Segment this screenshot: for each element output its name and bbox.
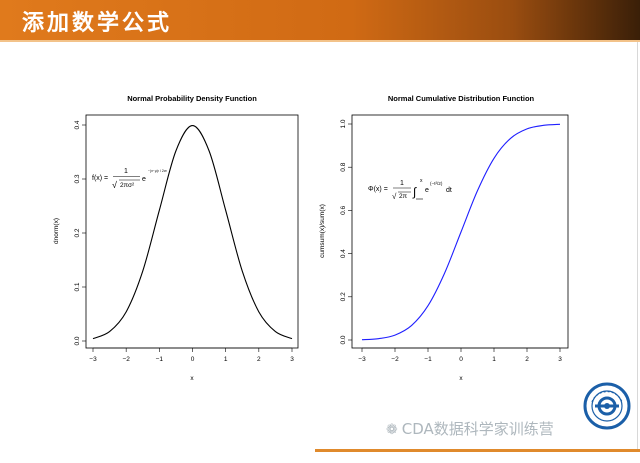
header-underline [0, 40, 640, 42]
y-tick-label: 0.2 [74, 228, 81, 237]
x-tick-label: 1 [224, 356, 228, 363]
formula-denominator: 2πσ² [120, 182, 135, 189]
x-tick-label: 1 [492, 356, 496, 363]
y-axis: 0.0 0.2 0.4 0.6 0.8 1.0 [340, 119, 352, 345]
x-tick-label: −3 [89, 356, 97, 363]
formula-exponent: −(x−μ)² / 2σ² [148, 169, 168, 173]
y-tick-label: 0.0 [340, 335, 347, 344]
chart-title: Normal Cumulative Distribution Function [388, 94, 535, 103]
x-tick-label: −3 [358, 356, 366, 363]
slide-body [0, 42, 640, 452]
sqrt-icon: √ [112, 180, 117, 190]
plot-frame [85, 114, 299, 349]
formula-numerator: 1 [400, 180, 404, 187]
y-tick-label: 0.4 [74, 120, 81, 129]
wechat-icon: ❁ [386, 422, 398, 438]
cdf-curve [361, 123, 561, 341]
x-tick-label: −2 [122, 356, 130, 363]
x-axis: −3 −2 −1 0 1 2 3 [358, 347, 562, 363]
x-tick-label: −1 [424, 356, 432, 363]
watermark: ❁ CDA数据科学家训练营 [386, 418, 554, 439]
x-tick-label: 3 [558, 356, 562, 363]
x-tick-label: −2 [391, 356, 399, 363]
y-tick-label: 0.2 [340, 292, 347, 301]
formula-exponent: (−t²/2) [430, 181, 443, 186]
slide-title: 添加数学公式 [22, 10, 173, 36]
sqrt-icon: √ [392, 192, 397, 201]
formula-exp-base: e [142, 176, 146, 183]
x-tick-label: 2 [525, 356, 529, 363]
chart-title: Normal Probability Density Function [127, 94, 257, 103]
y-tick-label: 1.0 [340, 119, 347, 128]
x-axis: −3 −2 −1 0 1 2 3 [89, 347, 294, 363]
y-tick-label: 0.6 [340, 206, 347, 215]
pdf-formula: f(x) = 1 √ 2πσ² e −(x−μ)² / 2σ² [92, 168, 168, 190]
formula-differential: dt [446, 187, 452, 194]
institution-seal-logo [583, 382, 631, 430]
pdf-chart: Normal Probability Density Function −3 −2… [53, 94, 299, 382]
y-tick-label: 0.8 [340, 162, 347, 171]
x-tick-label: 0 [191, 356, 195, 363]
formula-integrand: e [425, 187, 429, 194]
watermark-text: CDA数据科学家训练营 [401, 420, 554, 438]
x-tick-label: 2 [257, 356, 261, 363]
y-tick-label: 0.1 [74, 282, 81, 291]
slide-header: 添加数学公式 [0, 0, 640, 42]
x-axis-label: x [459, 375, 463, 382]
y-tick-label: 0.3 [74, 174, 81, 183]
pdf-curve [92, 125, 293, 340]
x-tick-label: 3 [290, 356, 294, 363]
formula-denominator: 2π [399, 193, 408, 200]
cdf-chart: Normal Cumulative Distribution Function … [319, 94, 569, 382]
y-tick-label: 0.0 [74, 336, 81, 345]
slide-right-border [637, 42, 638, 452]
formula-lhs: f(x) = [92, 175, 108, 182]
footer-accent-line [315, 449, 640, 452]
formula-lhs: Φ(x) = [368, 186, 388, 193]
x-axis-label: x [190, 375, 194, 382]
x-tick-label: 0 [459, 356, 463, 363]
y-axis: 0.0 0.1 0.2 0.3 0.4 [74, 120, 86, 346]
y-axis-label: cumsum(x)/sum(x) [319, 204, 326, 258]
formula-numerator: 1 [124, 168, 128, 175]
y-axis-label: dnorm(x) [53, 218, 60, 244]
x-tick-label: −1 [156, 356, 164, 363]
integral-icon: ∫ [412, 185, 417, 199]
cdf-formula: Φ(x) = 1 √ 2π ∫ x e (−t²/2) dt [368, 178, 452, 201]
plot-frame [351, 114, 569, 349]
y-tick-label: 0.4 [340, 249, 347, 258]
integral-upper-bound: x [420, 178, 423, 184]
